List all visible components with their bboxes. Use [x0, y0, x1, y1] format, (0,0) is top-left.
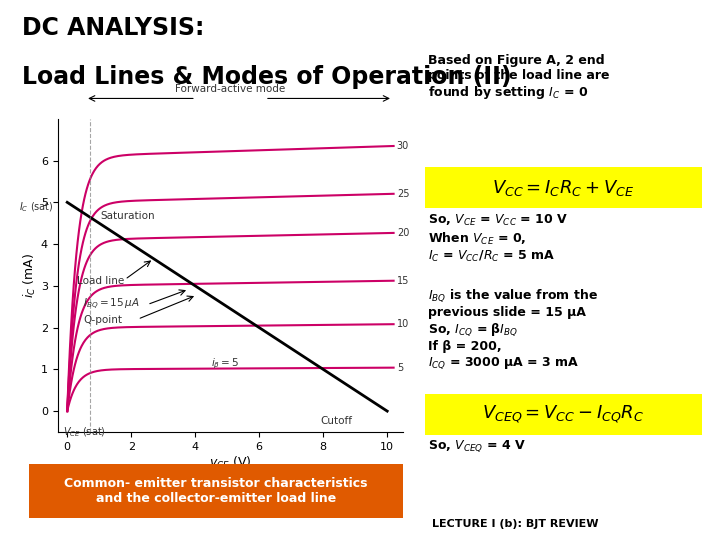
- Text: Common- emitter transistor characteristics
and the collector-emitter load line: Common- emitter transistor characteristi…: [64, 477, 368, 505]
- Text: 5: 5: [397, 363, 403, 373]
- Text: LECTURE I (b): BJT REVIEW: LECTURE I (b): BJT REVIEW: [432, 519, 598, 529]
- Y-axis label: $i_C$ (mA): $i_C$ (mA): [22, 253, 38, 298]
- Text: $I_{BQ}$ is the value from the
previous slide = 15 μA
So, $I_{CQ}$ = β$I_{BQ}$
I: $I_{BQ}$ is the value from the previous …: [428, 287, 598, 371]
- Text: $V_{CC} = I_C R_C + V_{CE}$: $V_{CC} = I_C R_C + V_{CE}$: [492, 178, 634, 198]
- Text: 10: 10: [397, 319, 409, 329]
- X-axis label: $v_{CE}$ (V): $v_{CE}$ (V): [209, 455, 252, 470]
- Text: $V_{CE}$ (sat): $V_{CE}$ (sat): [63, 426, 106, 439]
- Text: $I_{BQ} = 15\,\mu A$: $I_{BQ} = 15\,\mu A$: [84, 297, 140, 312]
- Text: Saturation: Saturation: [101, 211, 156, 221]
- Text: 30: 30: [397, 141, 409, 151]
- Text: Q-point: Q-point: [84, 315, 122, 325]
- Text: 20: 20: [397, 228, 409, 238]
- Text: Cutoff: Cutoff: [320, 416, 352, 427]
- Text: $V_{CEQ}=V_{CC}-I_{CQ}R_C$: $V_{CEQ}=V_{CC}-I_{CQ}R_C$: [482, 403, 644, 426]
- Text: 15: 15: [397, 276, 409, 286]
- Text: Load line: Load line: [77, 276, 124, 286]
- Text: $i_\beta = 5$: $i_\beta = 5$: [211, 356, 240, 371]
- Text: So, $V_{CEQ}$ = 4 V: So, $V_{CEQ}$ = 4 V: [428, 438, 526, 454]
- Text: Based on Figure A, 2 end
points of the load line are
found by setting $I_C$ = 0: Based on Figure A, 2 end points of the l…: [428, 54, 610, 102]
- Text: 25: 25: [397, 189, 409, 199]
- Text: DC ANALYSIS:: DC ANALYSIS:: [22, 16, 204, 40]
- Text: Forward-active mode: Forward-active mode: [175, 84, 286, 94]
- Text: $I_C$ (sat): $I_C$ (sat): [19, 200, 54, 214]
- Text: So, $V_{CE}$ = $V_{CC}$ = 10 V
When $V_{CE}$ = 0,
$I_C$ = $V_{CC}$/$R_C$ = 5 mA: So, $V_{CE}$ = $V_{CC}$ = 10 V When $V_{…: [428, 213, 569, 264]
- Text: Load Lines & Modes of Operation (II): Load Lines & Modes of Operation (II): [22, 65, 511, 89]
